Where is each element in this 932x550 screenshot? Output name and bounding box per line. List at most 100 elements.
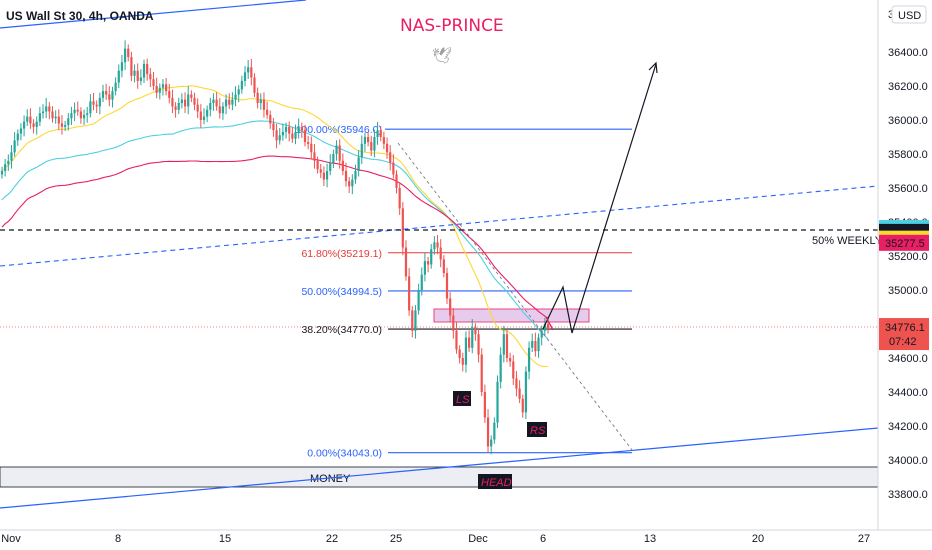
price-tick-label: 34000.0 [888, 455, 928, 467]
candle-body [70, 113, 73, 119]
candle-body [256, 92, 259, 103]
candle-body [269, 114, 272, 124]
candle-body [540, 330, 543, 338]
candle-body [224, 99, 228, 107]
candle-body [291, 133, 294, 139]
candle-body [10, 152, 13, 161]
candle-body [534, 341, 537, 352]
candle-body [531, 341, 534, 348]
candle-body [193, 97, 196, 105]
candle-body [272, 123, 275, 131]
time-tick-label: 15 [219, 533, 231, 545]
candle-body [379, 130, 382, 137]
head-label-bg [478, 474, 512, 489]
candle-body [13, 140, 16, 153]
candle-body [341, 160, 344, 171]
candle-body [521, 398, 524, 413]
candle-body [165, 84, 168, 92]
candle-body [363, 137, 367, 144]
candle-body [57, 116, 60, 124]
candle-body [206, 109, 209, 117]
candle-body [127, 48, 130, 58]
candle-body [64, 125, 67, 127]
fib-level-label: 100.00%(35946.0) [296, 124, 382, 136]
candle-body [310, 143, 313, 153]
candle-body [515, 378, 518, 389]
fib-level-label: 0.00%(34043.0) [307, 448, 382, 460]
time-tick-label: 20 [752, 533, 764, 545]
candle-body [240, 80, 243, 90]
price-tick-label: 33800.0 [888, 489, 928, 501]
candle-body [7, 160, 10, 165]
candle-body [493, 422, 496, 440]
candle-body [426, 261, 430, 265]
candle-body [212, 99, 215, 103]
candle-body [187, 94, 190, 107]
candle-body [329, 162, 332, 171]
candle-body [411, 310, 414, 331]
candle-body [136, 70, 139, 81]
dove-icon: 🕊 [432, 47, 452, 65]
fib-level-label: 50.00%(34994.5) [301, 286, 382, 298]
candle-body [247, 67, 250, 73]
candle-body [105, 91, 108, 95]
candle-body [348, 181, 351, 187]
candle-body [22, 121, 26, 129]
ma-red [1, 155, 549, 320]
time-axis[interactable]: Nov 8 15 22 25 Dec 6 13 20 27 [1, 533, 870, 545]
candle-body [168, 91, 171, 98]
candle-body [142, 63, 146, 78]
candle-body [89, 101, 92, 114]
supply-box [433, 308, 590, 323]
candle-body [67, 118, 70, 126]
candle-body [101, 91, 105, 98]
candle-body [543, 324, 546, 331]
price-tick-label: 34600.0 [888, 353, 928, 365]
currency-button[interactable] [891, 5, 927, 24]
price-tick-label: 35000.0 [888, 285, 928, 297]
candle-body [108, 94, 111, 100]
candle-body [281, 131, 284, 136]
candle-body [95, 104, 98, 107]
ma-yellow [1, 85, 549, 368]
price-tag-label: 35277.5 [885, 238, 925, 250]
moving-averages [1, 85, 549, 368]
candle-body [360, 143, 363, 158]
candle-body [278, 135, 281, 141]
candle-body [496, 381, 499, 423]
candle-body [259, 99, 262, 103]
candle-body [436, 242, 439, 248]
candle-body [48, 106, 51, 112]
candle-body [51, 111, 54, 119]
candle-body [442, 259, 445, 273]
time-tick-label: 25 [390, 533, 402, 545]
price-tick-label: 36400.0 [888, 47, 928, 59]
watermark-text: NAS-PRINCE [400, 16, 504, 36]
candle-body [190, 94, 193, 98]
current-price-tag [879, 318, 929, 351]
price-tick-label: 35800.0 [888, 149, 928, 161]
candle-body [316, 160, 319, 170]
candle-body [382, 137, 385, 144]
candle-body [250, 67, 253, 78]
price-tick-label: 35200.0 [888, 251, 928, 263]
fib-level-label: 38.20%(34770.0) [301, 324, 382, 336]
candle-body [221, 106, 225, 114]
candle-body [38, 113, 41, 122]
candle-body [357, 157, 360, 171]
candle-body [243, 72, 247, 81]
candle-body [4, 164, 7, 171]
rs-label: RS [530, 425, 546, 437]
candle-body [417, 290, 420, 311]
candle-body [439, 247, 442, 260]
candle-body [29, 116, 32, 124]
candle-body [385, 143, 389, 153]
candle-body [527, 347, 531, 372]
lower-trendline [0, 427, 879, 509]
candle-body [146, 63, 149, 75]
candle-body [161, 84, 165, 88]
candle-body [209, 103, 212, 110]
countdown-label: 07:42 [889, 336, 917, 348]
candle-body [505, 334, 509, 358]
candle-body [464, 337, 468, 365]
